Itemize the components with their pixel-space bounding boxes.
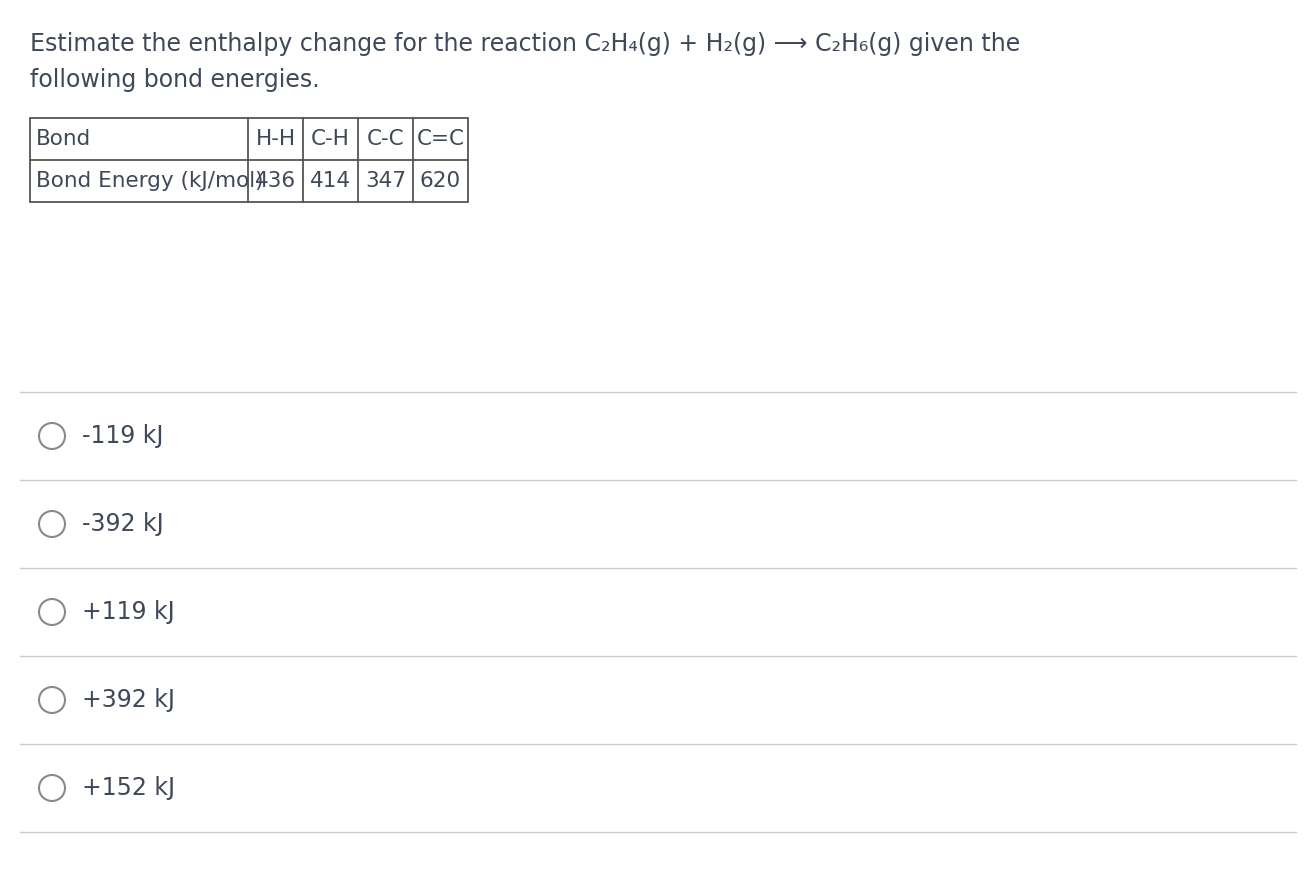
Text: 620: 620	[420, 171, 461, 191]
Text: C=C: C=C	[416, 129, 465, 149]
Text: 414: 414	[311, 171, 351, 191]
Text: +119 kJ: +119 kJ	[82, 600, 175, 624]
Text: Estimate the enthalpy change for the reaction C₂H₄(g) + H₂(g) ⟶ C₂H₆(g) given th: Estimate the enthalpy change for the rea…	[30, 32, 1020, 56]
Text: +392 kJ: +392 kJ	[82, 688, 175, 712]
Text: +152 kJ: +152 kJ	[82, 776, 175, 800]
Text: following bond energies.: following bond energies.	[30, 68, 320, 92]
Text: C-C: C-C	[367, 129, 404, 149]
Text: -119 kJ: -119 kJ	[82, 424, 163, 448]
Text: 347: 347	[365, 171, 407, 191]
Text: 436: 436	[255, 171, 296, 191]
Text: Bond: Bond	[36, 129, 91, 149]
Text: Bond Energy (kJ/mol): Bond Energy (kJ/mol)	[36, 171, 263, 191]
Text: C-H: C-H	[311, 129, 350, 149]
Text: H-H: H-H	[255, 129, 296, 149]
Text: -392 kJ: -392 kJ	[82, 512, 163, 536]
Bar	[30, 118, 468, 202]
